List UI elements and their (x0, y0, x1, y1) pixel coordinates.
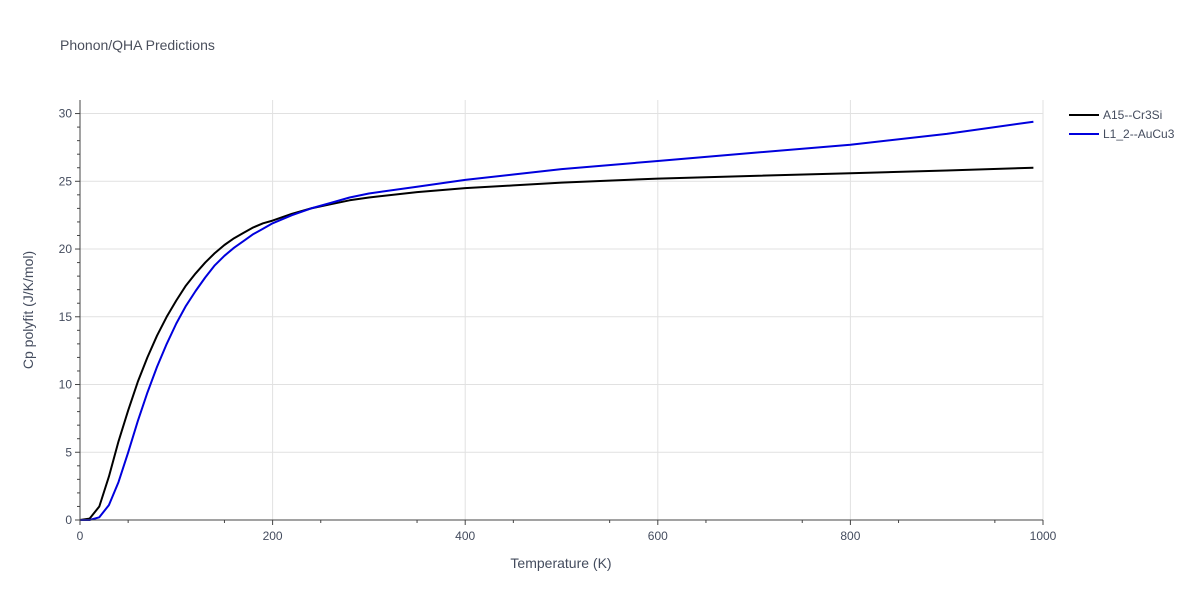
x-tick-label: 600 (648, 529, 668, 543)
series-line-0 (79, 166, 1034, 521)
series-line-1 (80, 120, 1034, 521)
y-tick-label: 15 (59, 310, 73, 324)
y-tick-label: 20 (59, 242, 73, 256)
x-tick-label: 800 (840, 529, 860, 543)
y-axis-label: Cp polyfit (J/K/mol) (20, 251, 36, 369)
y-tick-label: 5 (65, 445, 72, 459)
y-tick-label: 25 (59, 174, 73, 188)
legend: A15--Cr3Si L1_2--AuCu3 (1069, 108, 1175, 141)
y-tick-label: 30 (59, 107, 73, 121)
chart-title: Phonon/QHA Predictions (60, 37, 215, 53)
legend-label-0: A15--Cr3Si (1103, 108, 1162, 122)
series-lines (79, 120, 1034, 521)
axes (75, 100, 1044, 525)
y-tick-label: 0 (65, 513, 72, 527)
gridlines (80, 100, 1044, 520)
x-tick-label: 0 (77, 529, 84, 543)
tick-labels: 0 200 400 600 800 1000 0 5 10 15 20 25 30 (59, 107, 1057, 543)
y-tick-label: 10 (59, 378, 73, 392)
x-tick-label: 400 (455, 529, 475, 543)
x-axis-label: Temperature (K) (510, 555, 611, 571)
x-tick-label: 200 (263, 529, 283, 543)
legend-label-1: L1_2--AuCu3 (1103, 127, 1175, 141)
x-tick-label: 1000 (1030, 529, 1057, 543)
